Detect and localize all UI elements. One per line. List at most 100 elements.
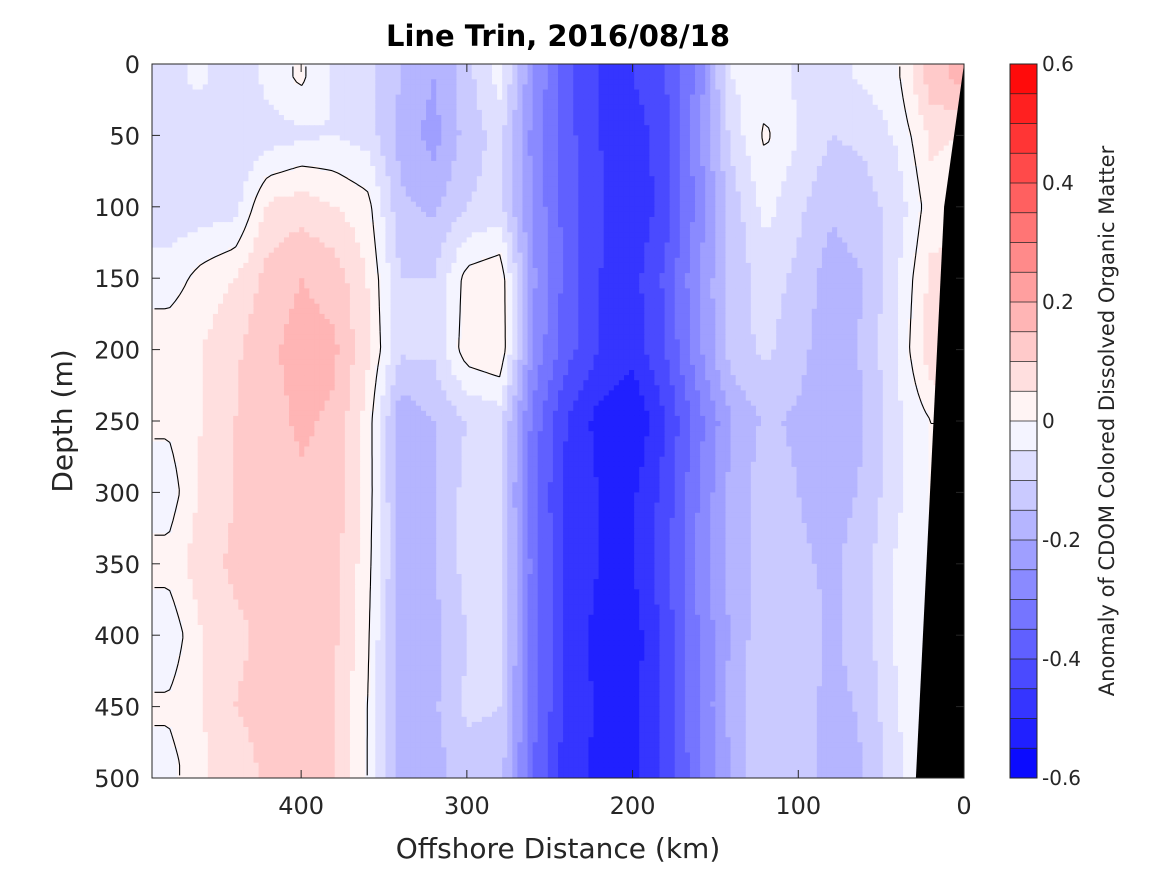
contour-cell <box>689 176 696 182</box>
contour-cell <box>294 201 300 208</box>
contour-cell <box>334 150 341 157</box>
contour-cell <box>552 99 559 106</box>
contour-cell <box>629 135 635 142</box>
contour-cell <box>243 99 250 106</box>
contour-cell <box>842 79 848 85</box>
contour-cell <box>811 130 818 136</box>
contour-cell <box>339 217 346 223</box>
contour-cell <box>512 171 518 177</box>
contour-cell <box>618 201 625 208</box>
contour-cell <box>664 79 671 85</box>
contour-cell <box>776 79 782 85</box>
contour-cell <box>314 145 321 152</box>
contour-cell <box>492 217 498 223</box>
contour-cell <box>461 125 468 131</box>
contour-cell <box>314 222 321 228</box>
contour-cell <box>375 166 381 172</box>
contour-cell <box>786 135 793 142</box>
contour-cell <box>461 211 468 218</box>
contour-cell <box>304 166 310 172</box>
contour-cell <box>152 109 158 116</box>
contour-cell <box>816 140 823 147</box>
contour-cell <box>289 79 295 85</box>
contour-cell <box>157 155 163 162</box>
contour-cell <box>700 79 706 85</box>
contour-cell <box>710 176 716 182</box>
contour-cell <box>233 69 239 75</box>
contour-cell <box>436 186 442 193</box>
contour-cell <box>471 211 478 218</box>
contour-cell <box>700 176 706 182</box>
contour-cell <box>192 171 199 177</box>
contour-cell <box>182 74 189 80</box>
contour-cell <box>847 201 853 208</box>
contour-cell <box>872 166 879 172</box>
contour-cell <box>700 130 706 136</box>
contour-cell <box>304 222 310 228</box>
contour-cell <box>456 181 463 187</box>
contour-cell <box>862 99 869 106</box>
contour-cell <box>339 201 346 208</box>
contour-cell <box>258 191 265 198</box>
contour-cell <box>405 196 412 203</box>
contour-cell <box>405 94 412 101</box>
contour-cell <box>349 84 356 91</box>
contour-cell <box>329 222 336 228</box>
contour-cell <box>867 115 874 121</box>
contour-cell <box>745 125 752 131</box>
contour-cell <box>583 186 590 193</box>
contour-cell <box>248 69 255 75</box>
contour-cell <box>877 150 884 157</box>
contour-cell <box>705 206 711 213</box>
contour-cell <box>710 201 716 208</box>
contour-cell <box>217 155 224 162</box>
contour-cell <box>405 120 412 126</box>
contour-cell <box>415 191 422 198</box>
contour-cell <box>228 191 234 198</box>
contour-cell <box>593 79 600 85</box>
contour-cell <box>887 140 894 147</box>
contour-cell <box>202 84 209 91</box>
contour-cell <box>283 201 290 208</box>
contour-cell <box>294 222 300 228</box>
contour-cell <box>862 84 869 91</box>
contour-cell <box>887 99 894 106</box>
contour-cell <box>365 217 371 223</box>
contour-cell <box>826 120 833 126</box>
contour-cell <box>558 201 564 208</box>
contour-cell <box>207 84 214 91</box>
contour-cell <box>908 120 914 126</box>
contour-cell <box>238 222 244 228</box>
contour-cell <box>517 120 524 126</box>
contour-cell <box>847 135 853 142</box>
contour-cell <box>476 211 483 218</box>
contour-cell <box>370 99 376 106</box>
contour-cell <box>613 69 620 75</box>
contour-cell <box>446 171 453 177</box>
contour-cell <box>892 130 899 136</box>
contour-cell <box>857 69 864 75</box>
contour-cell <box>725 181 732 187</box>
contour-cell <box>502 201 508 208</box>
contour-cell <box>309 166 315 172</box>
contour-cell <box>283 79 290 85</box>
contour-cell <box>918 94 924 101</box>
contour-cell <box>669 79 676 85</box>
contour-cell <box>410 140 417 147</box>
contour-cell <box>426 135 432 142</box>
contour-cell <box>527 109 534 116</box>
contour-cell <box>593 171 600 177</box>
contour-cell <box>238 79 244 85</box>
contour-cell <box>197 150 204 157</box>
contour-cell <box>349 217 356 223</box>
contour-cell <box>426 191 432 198</box>
contour-cell <box>862 64 869 70</box>
contour-cell <box>217 150 224 157</box>
contour-cell <box>908 104 914 111</box>
contour-cell <box>400 74 407 80</box>
contour-cell <box>735 120 742 126</box>
contour-cell <box>882 166 889 172</box>
contour-cell <box>420 196 427 203</box>
contour-cell <box>821 196 828 203</box>
contour-cell <box>659 109 666 116</box>
